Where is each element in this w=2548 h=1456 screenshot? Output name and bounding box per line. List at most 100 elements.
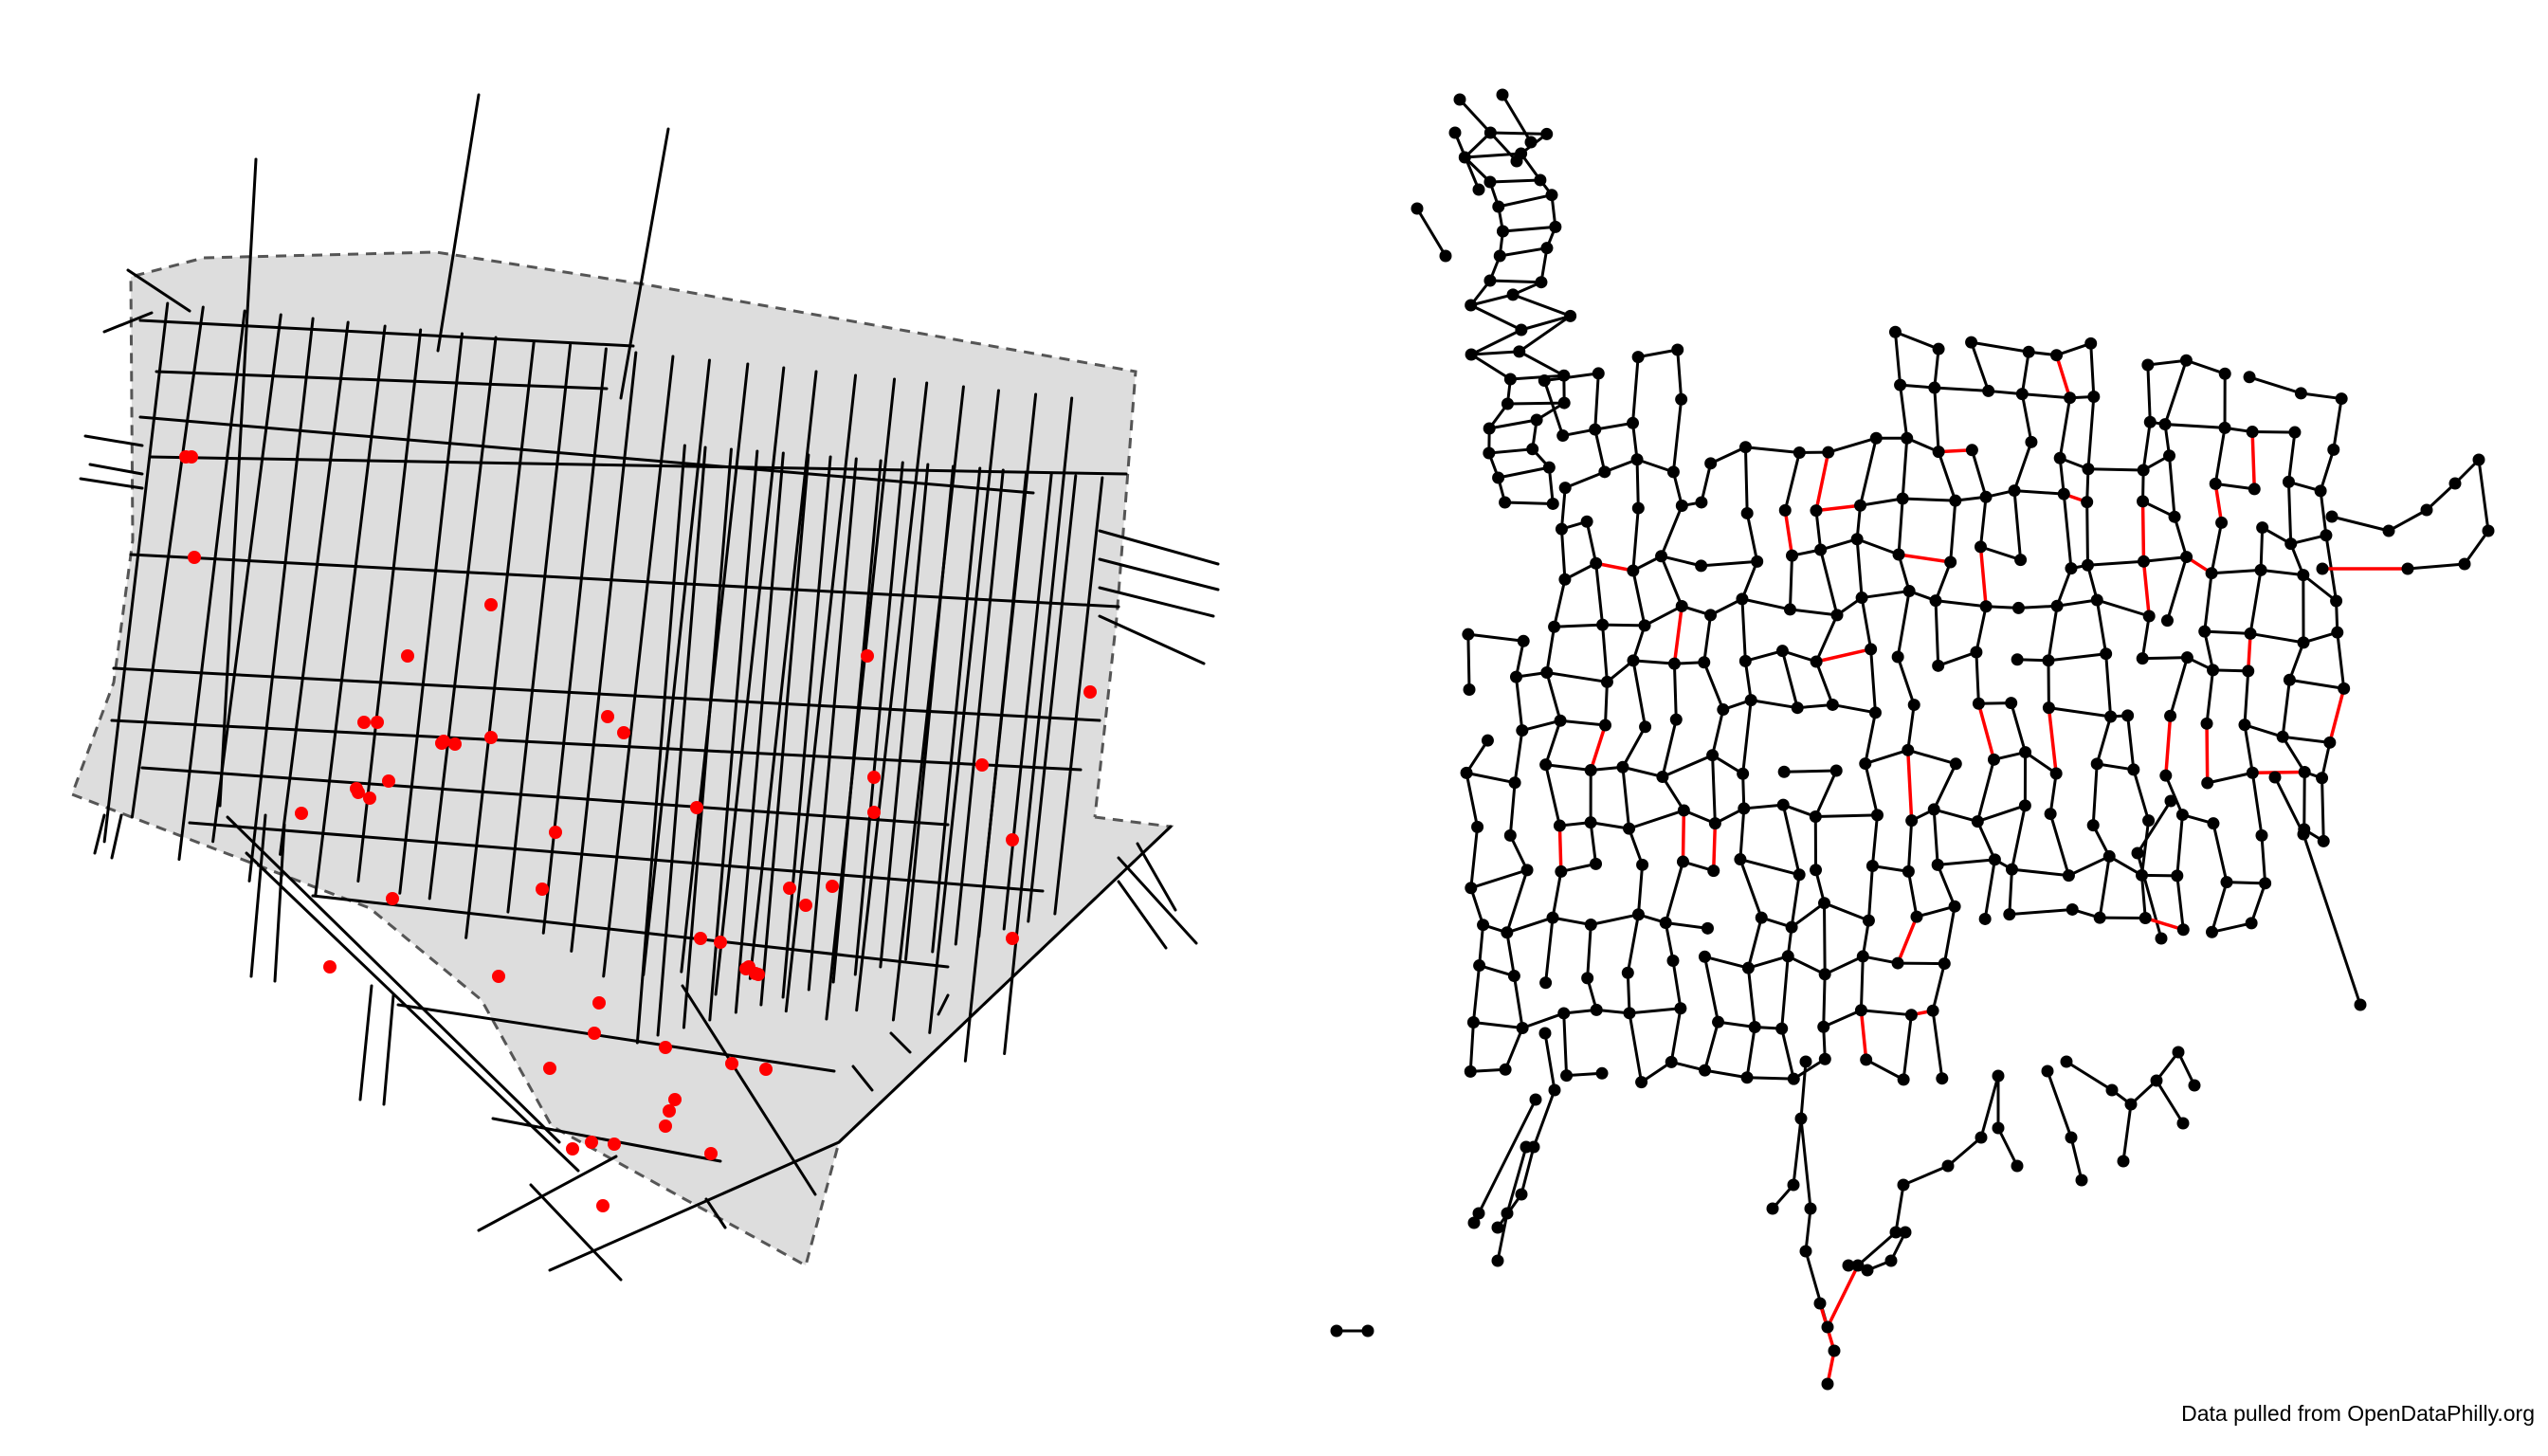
graph-edge — [1487, 447, 1535, 455]
graph-edge — [2406, 562, 2466, 571]
graph-edge — [1545, 670, 1562, 722]
graph-edge — [1970, 448, 1988, 499]
crime-point — [543, 1062, 556, 1075]
graph-node — [2284, 537, 2298, 551]
outbound-road — [93, 813, 106, 855]
graph-edge — [1860, 590, 1911, 600]
graph-edge — [1469, 353, 1512, 381]
graph-node — [1659, 916, 1672, 929]
highlight-edge — [1814, 647, 1873, 664]
outbound-road — [218, 157, 258, 808]
graph-edge — [2243, 723, 2284, 738]
graph-edge — [2163, 358, 2188, 427]
crime-point — [185, 450, 198, 464]
graph-edge — [1465, 771, 1480, 828]
graph-node — [1600, 675, 1613, 688]
graph-node — [1509, 670, 1522, 683]
graph-node — [1492, 471, 1505, 484]
graph-edge — [1894, 1183, 1905, 1234]
graph-edge — [1469, 868, 1529, 890]
crime-point — [188, 551, 201, 564]
graph-node — [1524, 136, 1538, 149]
graph-edge — [1859, 955, 1865, 1012]
graph-node — [1978, 912, 1992, 925]
cross-street — [748, 370, 818, 980]
outbound-road — [477, 1155, 618, 1232]
graph-node — [1810, 504, 1823, 518]
graph-node — [2256, 521, 2269, 535]
crime-point — [588, 1027, 601, 1040]
graph-edge — [1855, 537, 1901, 556]
graph-edge — [2048, 772, 2058, 816]
graph-edge — [1631, 355, 1640, 425]
graph-node — [1516, 724, 1529, 737]
graph-node — [1699, 1064, 1712, 1077]
graph-node — [2042, 701, 2055, 715]
graph-edge — [2320, 776, 2325, 843]
graph-edge — [2066, 854, 2111, 878]
graph-edge — [1636, 348, 1680, 359]
graph-node — [2276, 730, 2289, 743]
cross-street — [428, 336, 498, 901]
graph-node — [2205, 925, 2218, 938]
graph-edge — [1970, 340, 2030, 354]
graph-node — [1631, 351, 1645, 364]
graph-node — [1453, 93, 1466, 106]
graph-node — [1598, 465, 1611, 479]
graph-edge — [1822, 973, 1827, 1028]
graph-edge — [2211, 822, 2229, 884]
graph-edge — [1902, 1013, 1913, 1082]
graph-node — [1410, 202, 1424, 215]
graph-edge — [1896, 961, 1946, 966]
graph-node — [2254, 563, 2267, 576]
graph-node — [1492, 200, 1505, 213]
graph-node — [2288, 426, 2302, 439]
graph-node — [1595, 1066, 1609, 1080]
graph-node — [2297, 828, 2310, 841]
graph-node — [1818, 968, 1831, 981]
graph-edge — [2020, 350, 2030, 396]
graph-node — [1535, 276, 1548, 289]
highlight-edge — [2213, 482, 2224, 525]
graph-node — [1554, 714, 1567, 727]
graph-node — [1932, 446, 1945, 459]
graph-edge — [2281, 735, 2306, 774]
graph-edge — [1782, 769, 1838, 774]
graph-edge — [1518, 350, 1566, 377]
graph-node — [2220, 876, 2233, 889]
crime-point — [295, 807, 308, 820]
graph-edge — [1664, 920, 1675, 962]
graph-node — [1776, 798, 1790, 811]
graph-node — [2158, 418, 2172, 431]
graph-node — [2331, 626, 2344, 639]
graph-edge — [2062, 492, 2073, 571]
graph-node — [2448, 477, 2462, 490]
graph-edge — [1551, 869, 1563, 919]
graph-node — [1534, 173, 1547, 187]
graph-edge — [2203, 572, 2213, 633]
graph-edge — [2165, 555, 2189, 623]
graph-node — [1944, 555, 1957, 569]
graph-node — [1698, 950, 1711, 963]
graph-edge — [1936, 863, 1956, 908]
outbound-road — [937, 993, 950, 1016]
graph-node — [1496, 88, 1509, 101]
graph-node — [2172, 1046, 2185, 1059]
crime-point — [690, 801, 703, 814]
graph-edge — [2213, 482, 2256, 491]
graph-node — [1520, 864, 1534, 877]
graph-node — [2259, 877, 2272, 890]
graph-node — [1675, 599, 1688, 612]
graph-node — [1538, 1027, 1552, 1040]
graph-edge — [1544, 763, 1592, 773]
graph-node — [1971, 815, 1984, 828]
graph-edge — [1949, 499, 1957, 564]
graph-edge — [1488, 178, 1542, 184]
outbound-road — [102, 311, 154, 334]
graph-edge — [1978, 545, 2023, 562]
graph-node — [1501, 926, 1514, 939]
graph-edge — [2086, 394, 2096, 471]
highlight-edge — [1814, 450, 1830, 513]
graph-node — [1897, 1073, 1910, 1086]
graph-edge — [2425, 482, 2457, 512]
